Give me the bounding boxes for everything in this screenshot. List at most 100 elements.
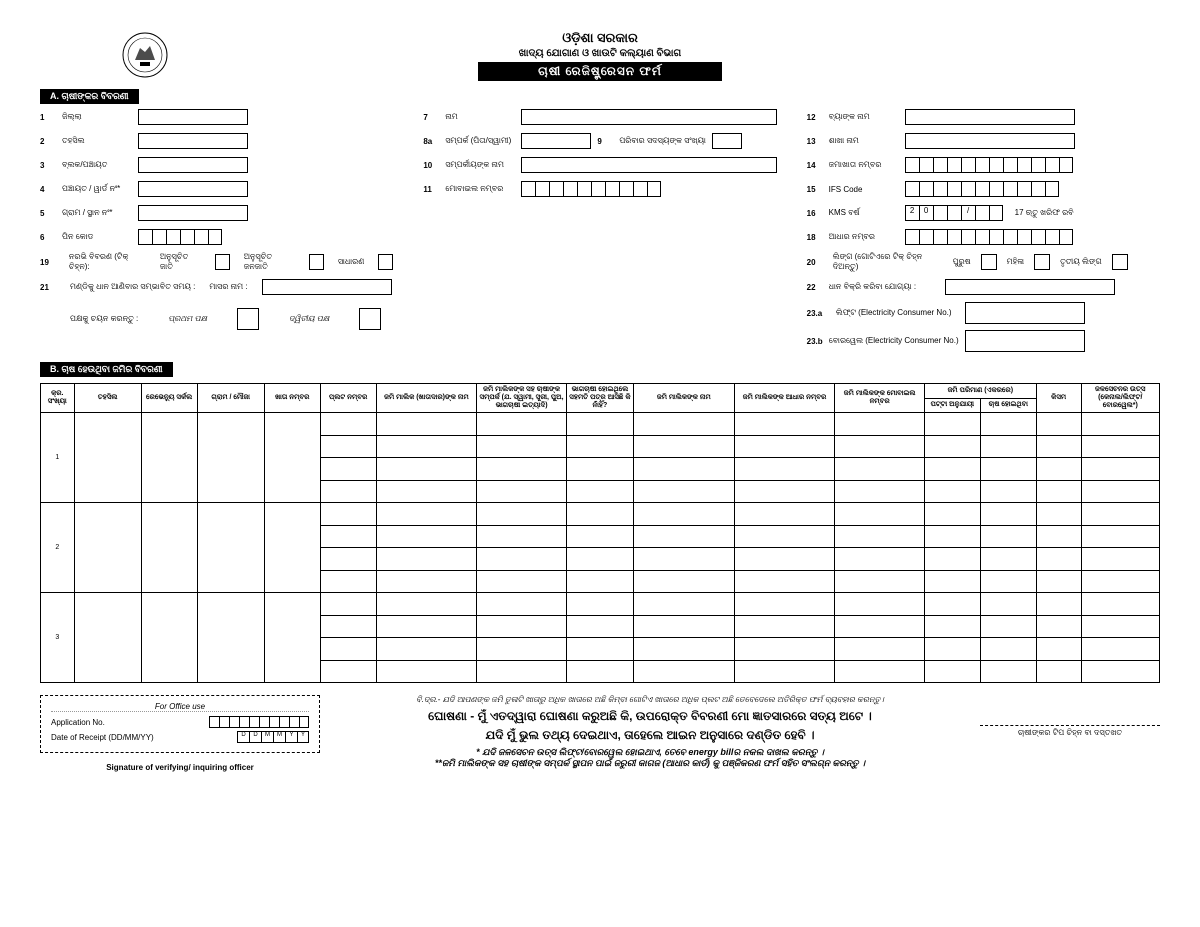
relname-input[interactable] bbox=[521, 157, 776, 173]
mandi-time-label: ମଣ୍ଡିକୁ ଧାନ ଆଣିବାର ସମ୍ଭାବିତ ସମୟ : bbox=[70, 282, 195, 292]
relation-input[interactable] bbox=[521, 133, 591, 149]
dept-name: ଖାଦ୍ୟ ଯୋଗାଣ ଓ ଖାଉଟି କଲ୍ୟାଣ ବିଭାଗ bbox=[40, 48, 1160, 59]
field-num: 12 bbox=[807, 113, 823, 122]
field-num: 18 bbox=[807, 233, 823, 242]
verifying-officer-sig-label: Signature of verifying/ inquiring office… bbox=[40, 763, 320, 772]
dor-input[interactable]: D D M M Y Y bbox=[237, 731, 309, 743]
aadhaar-input[interactable] bbox=[905, 229, 1073, 245]
star-note-2: **ଜମି ମାଲିକଙ୍କ ସହ ଚାଷୀଙ୍କ ସମ୍ପର୍କ ସ୍ଥାପନ… bbox=[340, 758, 960, 769]
name-label: ନାମ bbox=[445, 112, 515, 122]
tahasil-input[interactable] bbox=[138, 133, 248, 149]
field-num: 16 bbox=[807, 209, 823, 218]
field-num: 13 bbox=[807, 137, 823, 146]
caste-label: ନରଭି ବିବରଣ (ଟିକ୍ ଚିହ୍ନ): bbox=[69, 252, 146, 272]
ifs-input[interactable] bbox=[905, 181, 1059, 197]
field-num: 21 bbox=[40, 283, 56, 292]
office-use-box: For Office use Application No. Date of R… bbox=[40, 695, 320, 753]
gov-name: ଓଡ଼ିଶା ସରକାର bbox=[40, 30, 1160, 46]
branch-input[interactable] bbox=[905, 133, 1075, 149]
field-num: 1 bbox=[40, 113, 56, 122]
page: ଓଡ଼ିଶା ସରକାର ଖାଦ୍ୟ ଯୋଗାଣ ଓ ଖାଉଟି କଲ୍ୟାଣ … bbox=[0, 0, 1200, 927]
field-num: 5 bbox=[40, 209, 56, 218]
appno-label: Application No. bbox=[51, 718, 105, 727]
decl-label: ଘୋଷଣା - bbox=[428, 709, 474, 723]
second-half-checkbox[interactable] bbox=[359, 308, 381, 330]
aadhaar-label: ଆଧାର ନମ୍ବର bbox=[829, 232, 899, 242]
name-input[interactable] bbox=[521, 109, 776, 125]
paddy-sale-input[interactable] bbox=[945, 279, 1115, 295]
th-kisam: କିସମ bbox=[1036, 384, 1081, 413]
female-checkbox[interactable] bbox=[1034, 254, 1050, 270]
mobile-input[interactable] bbox=[521, 181, 661, 197]
kms-label: KMS ବର୍ଷ bbox=[829, 208, 899, 218]
panchayat-input[interactable] bbox=[138, 181, 248, 197]
field-num: 15 bbox=[807, 185, 823, 194]
kms-input[interactable]: 20/ bbox=[905, 205, 1003, 221]
farmer-signature-box: ଚାଷୀଙ୍କର ଟିପ ଚିହ୍ନ ବା ଦସ୍ତଖତ bbox=[980, 695, 1160, 738]
section-a-grid: 1ଜିଲ୍ଲା 2ତହସିଲ 3ବ୍ଲକ/ପଞ୍ଚାୟତ 4ପଞ୍ଚାୟତ / … bbox=[40, 108, 1160, 352]
th-area: ଜମି ପରିମାଣ (ଏକରରେ) bbox=[924, 384, 1036, 399]
female-label: ମହିଳା bbox=[1007, 257, 1024, 267]
gen-checkbox[interactable] bbox=[378, 254, 393, 270]
acct-input[interactable] bbox=[905, 157, 1073, 173]
district-input[interactable] bbox=[138, 109, 248, 125]
bank-input[interactable] bbox=[905, 109, 1075, 125]
first-half-checkbox[interactable] bbox=[237, 308, 259, 330]
form-title: ଚାଷୀ ରେଜିଷ୍ଟ୍ରେସନ ଫର୍ମ bbox=[478, 62, 722, 81]
lift-ec-input[interactable] bbox=[965, 302, 1085, 324]
male-checkbox[interactable] bbox=[981, 254, 997, 270]
third-label: ତୃତୀୟ ଲିଙ୍ଗ bbox=[1060, 257, 1102, 267]
branch-label: ଶାଖା ନାମ bbox=[829, 136, 899, 146]
sc-checkbox[interactable] bbox=[215, 254, 230, 270]
form-header: ଓଡ଼ିଶା ସରକାର ଖାଦ୍ୟ ଯୋଗାଣ ଓ ଖାଉଟି କଲ୍ୟାଣ … bbox=[40, 30, 1160, 81]
dor-label: Date of Receipt (DD/MM/YY) bbox=[51, 733, 154, 742]
pincode-label: ପିନ କୋଡ bbox=[62, 232, 132, 242]
field-num: 19 bbox=[40, 258, 55, 267]
second-half-label: ଦ୍ୱିତୀୟ ପକ୍ଷ bbox=[289, 314, 329, 324]
land-details-table: କ୍ର. ସଂଖ୍ୟା ତହସିଲ ରେଭେନ୍ୟୁ ସର୍କଲ ଗ୍ରାମ /… bbox=[40, 383, 1160, 683]
third-checkbox[interactable] bbox=[1112, 254, 1128, 270]
field-num: 7 bbox=[423, 113, 439, 122]
section-a-tab: A. ଚାଷୀଙ୍କର ବିବରଣୀ bbox=[40, 89, 139, 104]
acct-label: ଜମାଖାତା ନମ୍ବର bbox=[829, 160, 899, 170]
district-label: ଜିଲ୍ଲା bbox=[62, 112, 132, 122]
th-ownername: ଜମି ମାଲିକଙ୍କ ନାମ bbox=[633, 384, 734, 413]
bank-label: ବ୍ୟାଙ୍କ ନାମ bbox=[829, 112, 899, 122]
office-use-header: For Office use bbox=[51, 702, 309, 712]
declaration-block: ବି.ଦ୍ର.- ଯଦି ଆପଣଙ୍କ ଜମି ତୁଳାଟି ଖାତାରୁ ଅଧ… bbox=[340, 695, 960, 769]
office-col: For Office use Application No. Date of R… bbox=[40, 695, 320, 772]
family-input[interactable] bbox=[712, 133, 742, 149]
field-num: 11 bbox=[423, 185, 439, 194]
st-checkbox[interactable] bbox=[309, 254, 324, 270]
lift-ec-label: ଲିଫ୍ଟ (Electricity Consumer No.) bbox=[829, 308, 959, 318]
mobile-label: ମୋବାଇଲ ନମ୍ବର bbox=[445, 184, 515, 194]
gender-label: ଲିଙ୍ଗ (ଗୋଟିଏରେ ଟିକ୍ ଚିହ୍ନ ଦିଅନ୍ତୁ) bbox=[833, 252, 943, 272]
block-label: ବ୍ଲକ/ପଞ୍ଚାୟତ bbox=[62, 160, 132, 170]
th-consent: ଭାଗଚାଷୀ ହୋଇଥିଲେ ସହମତି ପତ୍ର ଆସିଛି କି ନାଁହ… bbox=[566, 384, 633, 413]
tahasil-label: ତହସିଲ bbox=[62, 136, 132, 146]
th-owneraadhaar: ଜମି ମାଲିକଙ୍କ ଆଧାର ନମ୍ବର bbox=[734, 384, 835, 413]
table-row[interactable]: 3 bbox=[41, 593, 1160, 616]
pincode-input[interactable] bbox=[138, 229, 222, 245]
borewell-ec-input[interactable] bbox=[965, 330, 1085, 352]
footer-area: For Office use Application No. Date of R… bbox=[40, 695, 1160, 772]
field-num: 6 bbox=[40, 233, 56, 242]
field-num: 2 bbox=[40, 137, 56, 146]
th-sl: କ୍ର. ସଂଖ୍ୟା bbox=[41, 384, 75, 413]
col-mid: 7ନାମ 8aସମ୍ପର୍କ (ପିତା/ସ୍ୱାମୀ) 9ପରିବାର ସଦସ… bbox=[423, 108, 776, 352]
village-input[interactable] bbox=[138, 205, 248, 221]
male-label: ପୁରୁଷ bbox=[953, 257, 971, 267]
field-num: 23.a bbox=[807, 309, 823, 318]
month-label: ମାସର ନାମ : bbox=[209, 282, 247, 292]
block-input[interactable] bbox=[138, 157, 248, 173]
table-row[interactable]: 2 bbox=[41, 503, 1160, 526]
gov-emblem-icon bbox=[120, 30, 170, 80]
gen-label: ସାଧାରଣ bbox=[338, 257, 364, 267]
th-plot: ପ୍ଲଟ ନମ୍ବର bbox=[320, 384, 376, 413]
field-num: 23.b bbox=[807, 337, 823, 346]
month-input[interactable] bbox=[262, 279, 392, 295]
field-num: 8a bbox=[423, 137, 439, 146]
table-row[interactable]: 1 bbox=[41, 413, 1160, 436]
appno-input[interactable] bbox=[209, 716, 309, 728]
decl-line1: ମୁଁ ଏତଦ୍ୱାରା ଘୋଷଣା କରୁଅଛି କି, ଉପରୋକ୍ତ ବି… bbox=[478, 709, 872, 723]
